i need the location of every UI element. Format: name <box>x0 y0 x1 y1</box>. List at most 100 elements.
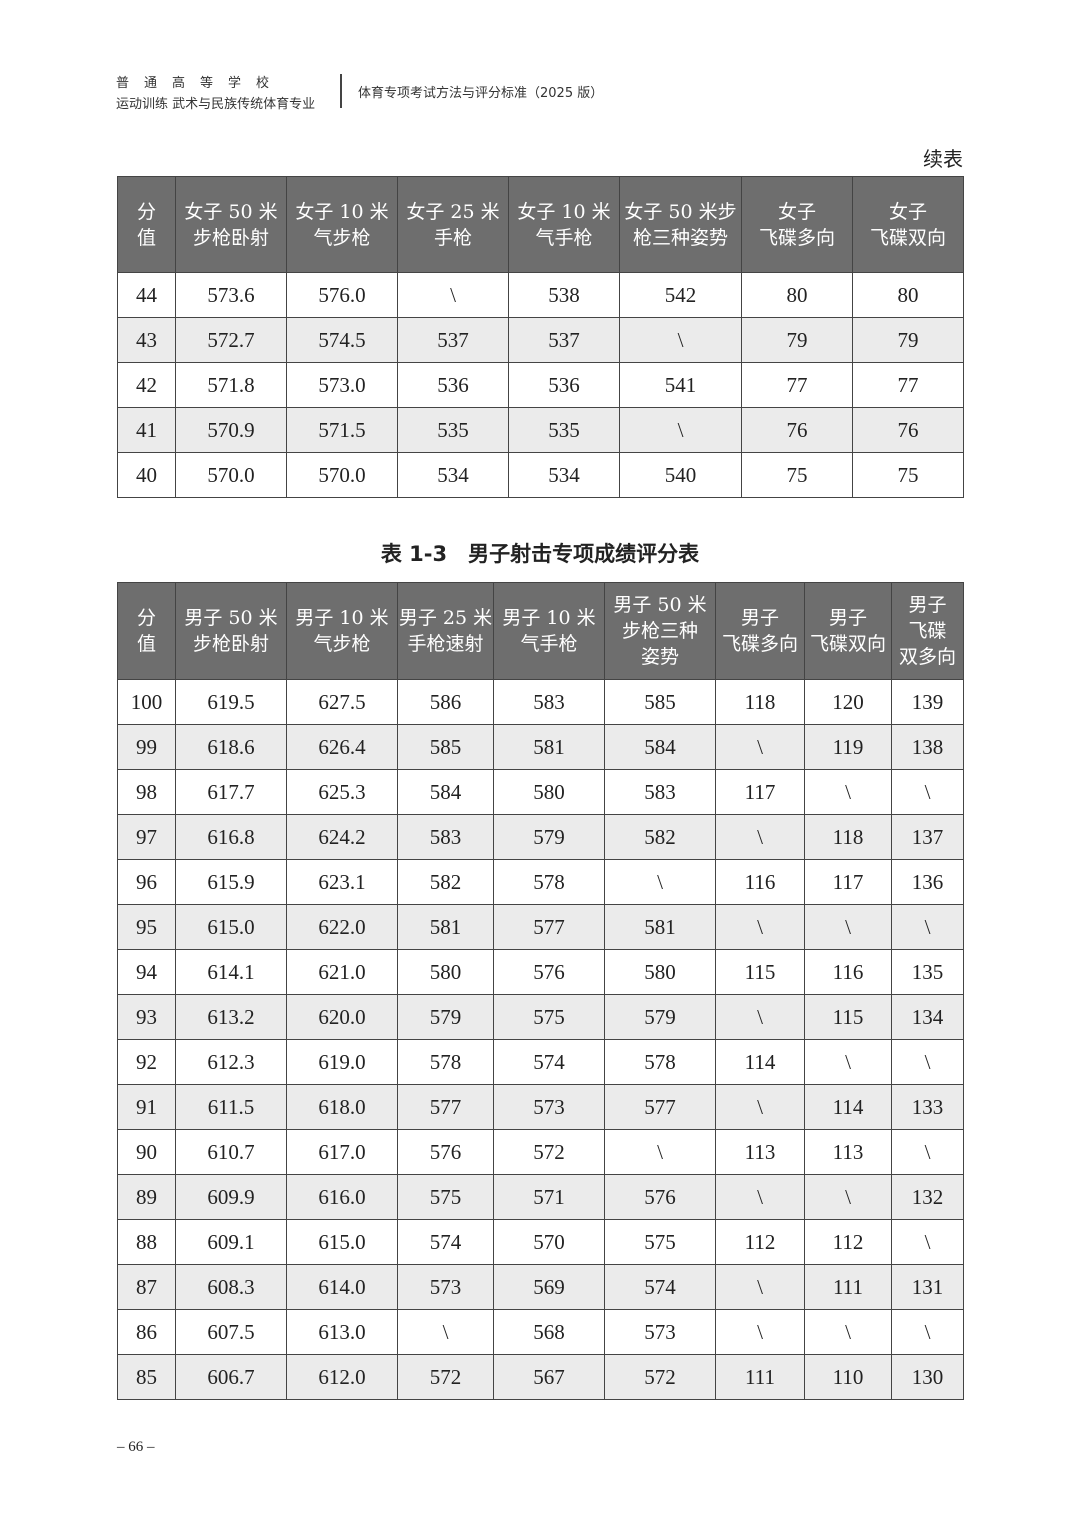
header-cell: 男子 飞碟多向 <box>715 582 805 680</box>
data-cell: 618.6 <box>175 724 287 770</box>
data-cell: 114 <box>804 1084 892 1130</box>
data-cell: 110 <box>804 1354 892 1400</box>
data-cell: 115 <box>715 949 805 995</box>
data-cell: 575 <box>604 1219 716 1265</box>
data-cell: 613.0 <box>286 1309 398 1355</box>
data-cell: 611.5 <box>175 1084 287 1130</box>
header-line: 飞碟多向 <box>721 633 798 655</box>
data-cell: 79 <box>852 317 964 363</box>
data-cell: 86 <box>117 1309 176 1355</box>
data-cell: 578 <box>604 1039 716 1085</box>
header-line: 女子 25 米 <box>406 200 500 223</box>
data-cell: 88 <box>117 1219 176 1265</box>
header-cell: 分值 <box>117 582 176 680</box>
data-cell: 581 <box>493 724 605 770</box>
data-cell: 41 <box>117 407 176 453</box>
header-line: 飞碟 <box>908 620 947 642</box>
data-cell: 117 <box>804 859 892 905</box>
data-cell: \ <box>397 272 509 318</box>
data-cell: 622.0 <box>286 904 398 950</box>
data-cell: 575 <box>397 1174 494 1220</box>
header-line: 男子 <box>740 607 779 629</box>
data-cell: 616.0 <box>286 1174 398 1220</box>
header-line: 气手枪 <box>520 633 578 655</box>
data-cell: 581 <box>397 904 494 950</box>
header-line: 男子 <box>908 594 947 616</box>
data-cell: 624.2 <box>286 814 398 860</box>
data-cell: \ <box>715 1309 805 1355</box>
data-cell: 573.0 <box>286 362 398 408</box>
data-cell: \ <box>804 769 892 815</box>
data-cell: 619.0 <box>286 1039 398 1085</box>
data-cell: 79 <box>741 317 853 363</box>
data-row: 41 570.9 571.5 535 535 \ 76 76 <box>117 407 964 453</box>
data-cell: 99 <box>117 724 176 770</box>
data-cell: 617.0 <box>286 1129 398 1175</box>
data-cell: 117 <box>715 769 805 815</box>
data-cell: \ <box>715 904 805 950</box>
data-cell: 574 <box>397 1219 494 1265</box>
header-line: 值 <box>136 226 156 249</box>
data-cell: 626.4 <box>286 724 398 770</box>
data-cell: 583 <box>397 814 494 860</box>
header-line: 男子 25 米 <box>398 607 493 629</box>
data-cell: 580 <box>493 769 605 815</box>
data-cell: 577 <box>397 1084 494 1130</box>
data-cell: 536 <box>397 362 509 408</box>
data-row: 95 615.0 622.0 581 577 581 \ \ \ <box>117 904 964 950</box>
data-cell: 572 <box>493 1129 605 1175</box>
data-cell: 89 <box>117 1174 176 1220</box>
data-cell: 620.0 <box>286 994 398 1040</box>
data-cell: 572 <box>604 1354 716 1400</box>
data-cell: 80 <box>852 272 964 318</box>
score-table-2: 分值男子 50 米步枪卧射 男子 10 米气步枪 男子 25 米手枪速射 男子 10 … <box>117 582 964 1400</box>
data-cell: \ <box>715 1084 805 1130</box>
data-cell: 580 <box>397 949 494 995</box>
header-cell: 女子 飞碟多向 <box>741 176 853 273</box>
data-cell: \ <box>804 904 892 950</box>
header-cell: 男子 10 米气步枪 <box>286 582 398 680</box>
data-row: 88 609.1 615.0 574 570 575 112 112 \ <box>117 1219 964 1265</box>
data-row: 96 615.9 623.1 582 578 \ 116 117 136 <box>117 859 964 905</box>
data-cell: \ <box>804 1039 892 1085</box>
data-cell: 115 <box>804 994 892 1040</box>
data-cell: 131 <box>891 1264 964 1310</box>
data-cell: 571 <box>493 1174 605 1220</box>
data-cell: 583 <box>493 679 605 725</box>
continued-label: 续表 <box>923 147 963 171</box>
data-cell: 615.9 <box>175 859 287 905</box>
data-cell: 570 <box>493 1219 605 1265</box>
data-row: 99 618.6 626.4 585 581 584 \ 119 138 <box>117 724 964 770</box>
data-cell: 75 <box>852 452 964 498</box>
data-row: 100 619.5 627.5 586 583 585 118 120 139 <box>117 679 964 725</box>
header-line: 女子 10 米 <box>295 200 389 223</box>
data-cell: \ <box>619 317 742 363</box>
data-cell: 94 <box>117 949 176 995</box>
header-cell: 女子 50 米步 枪三种姿势 <box>619 176 742 273</box>
data-row: 43 572.7 574.5 537 537 \ 79 79 <box>117 317 964 363</box>
data-cell: 580 <box>604 949 716 995</box>
data-cell: 577 <box>604 1084 716 1130</box>
header-line: 飞碟双向 <box>809 633 886 655</box>
header-line: 值 <box>136 633 156 655</box>
data-cell: 76 <box>852 407 964 453</box>
header-cell: 女子 10 米气手枪 <box>508 176 620 273</box>
header-divider <box>340 74 342 108</box>
data-cell: 574.5 <box>286 317 398 363</box>
data-cell: 576 <box>604 1174 716 1220</box>
data-cell: \ <box>619 407 742 453</box>
data-cell: 130 <box>891 1354 964 1400</box>
data-cell: 139 <box>891 679 964 725</box>
data-cell: 610.7 <box>175 1129 287 1175</box>
data-cell: 578 <box>397 1039 494 1085</box>
header-line: 男子 10 米 <box>295 607 389 629</box>
data-cell: 608.3 <box>175 1264 287 1310</box>
data-cell: \ <box>891 1219 964 1265</box>
data-cell: 574 <box>604 1264 716 1310</box>
data-cell: 573 <box>397 1264 494 1310</box>
data-cell: 137 <box>891 814 964 860</box>
data-cell: 617.7 <box>175 769 287 815</box>
data-cell: \ <box>397 1309 494 1355</box>
data-cell: 44 <box>117 272 176 318</box>
data-cell: \ <box>804 1174 892 1220</box>
